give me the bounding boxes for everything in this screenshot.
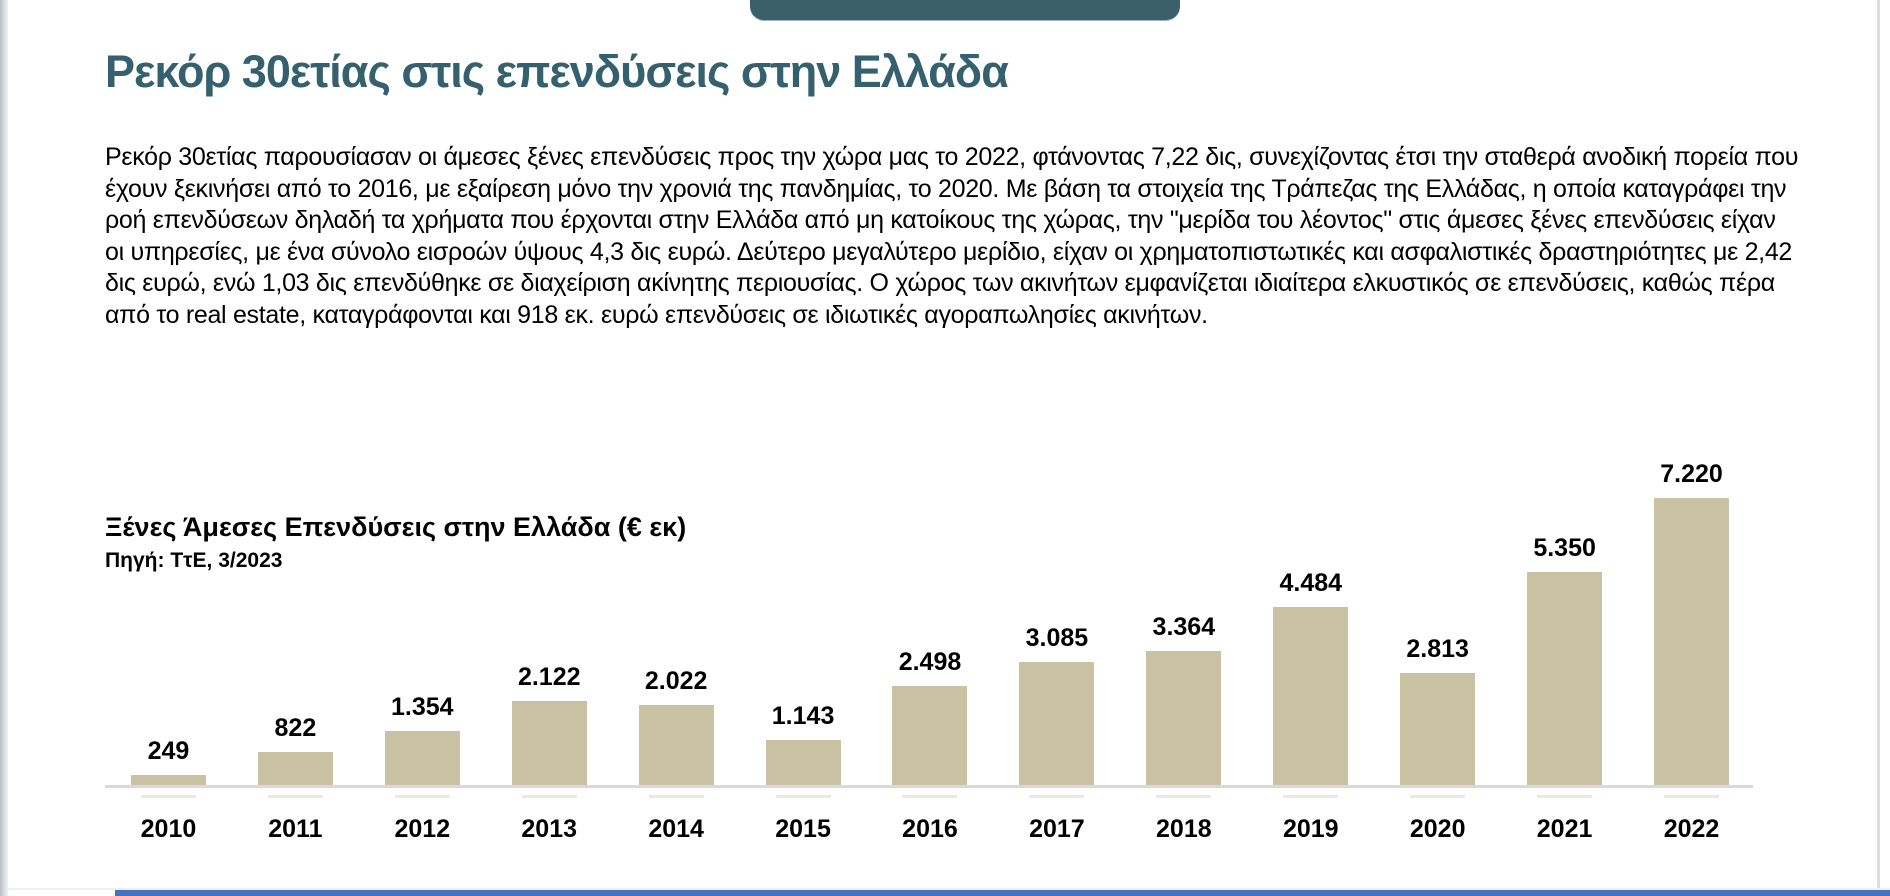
bar-value-label: 2.498	[898, 648, 962, 676]
axis-tick	[1410, 795, 1466, 798]
page-title: Ρεκόρ 30ετίας στις επενδύσεις στην Ελλάδ…	[105, 46, 1009, 97]
bar-value-label: 3.364	[1152, 613, 1216, 641]
bar-value-label: 2.022	[644, 667, 708, 695]
year-label: 2019	[1282, 815, 1339, 843]
year-column-2016: 2016	[867, 788, 994, 844]
chart-source-label: Πηγή: ΤτΕ, 3/2023	[105, 549, 283, 572]
x-axis-line	[105, 785, 1753, 788]
bar-2016	[892, 686, 968, 785]
year-column-2019: 2019	[1247, 788, 1374, 844]
year-label: 2020	[1409, 815, 1466, 843]
year-column-2012: 2012	[359, 788, 486, 844]
article-paragraph: Ρεκόρ 30ετίας παρουσίασαν οι άμεσες ξένε…	[105, 143, 1799, 329]
bar-value-label: 4.484	[1279, 569, 1343, 597]
bar-column-2013: 2.122	[486, 663, 613, 785]
axis-tick	[394, 795, 450, 798]
bar-2018	[1146, 651, 1222, 785]
year-label: 2012	[394, 815, 451, 843]
year-column-2010: 2010	[105, 788, 232, 844]
bar-column-2014: 2.022	[613, 667, 740, 785]
axis-tick	[902, 795, 958, 798]
year-label: 2010	[140, 815, 197, 843]
year-label: 2013	[521, 815, 578, 843]
bar-2017	[1019, 662, 1095, 785]
bar-column-2019: 4.484	[1247, 569, 1374, 785]
year-column-2020: 2020	[1374, 788, 1501, 844]
axis-tick	[267, 795, 323, 798]
bar-column-2018: 3.364	[1120, 613, 1247, 785]
bar-value-label: 1.143	[771, 702, 835, 730]
bottom-accent-bar	[115, 890, 1890, 896]
bar-column-2021: 5.350	[1501, 534, 1628, 785]
axis-tick	[140, 795, 196, 798]
bar-2022	[1654, 498, 1730, 785]
year-column-2015: 2015	[740, 788, 867, 844]
bar-value-label: 3.085	[1025, 624, 1089, 652]
bar-column-2022: 7.220	[1628, 460, 1755, 785]
bar-2012	[384, 731, 460, 785]
bar-2013	[511, 701, 587, 785]
bar-value-label: 2.122	[517, 663, 581, 691]
bar-column-2011: 822	[232, 714, 359, 785]
year-label: 2015	[775, 815, 831, 843]
bar-column-2020: 2.813	[1374, 635, 1501, 785]
bar-column-2016: 2.498	[867, 648, 994, 785]
year-column-2021: 2021	[1501, 788, 1628, 844]
axis-tick	[1537, 795, 1593, 798]
axis-tick	[1029, 795, 1085, 798]
page-right-edge	[1877, 0, 1880, 896]
bar-value-label: 822	[274, 714, 317, 742]
bar-2020	[1400, 673, 1476, 785]
chart-title: Ξένες Άμεσες Επενδύσεις στην Ελλάδα (€ ε…	[105, 512, 687, 542]
year-label: 2021	[1536, 815, 1593, 843]
axis-tick	[521, 795, 577, 798]
bar-value-label: 5.350	[1533, 534, 1596, 562]
year-label: 2017	[1029, 815, 1085, 843]
bar-2021	[1527, 572, 1603, 785]
page-left-edge	[0, 0, 8, 896]
year-column-2013: 2013	[486, 788, 613, 844]
bar-value-label: 249	[147, 737, 190, 765]
bar-value-label: 1.354	[391, 693, 454, 721]
bar-2015	[765, 740, 841, 785]
year-label: 2011	[268, 815, 323, 843]
bar-2014	[638, 705, 714, 785]
year-column-2018: 2018	[1120, 788, 1247, 844]
bar-2010	[130, 775, 206, 785]
year-label: 2022	[1663, 815, 1720, 843]
year-column-2017: 2017	[993, 788, 1120, 844]
page-bottom-edge	[8, 888, 1890, 890]
bar-value-label: 2.813	[1406, 635, 1469, 663]
year-column-2011: 2011	[232, 788, 359, 844]
bar-column-2010: 249	[105, 737, 232, 785]
year-label: 2018	[1156, 815, 1212, 843]
axis-tick	[1664, 795, 1720, 798]
bar-column-2012: 1.354	[359, 693, 486, 785]
bar-column-2015: 1.143	[740, 702, 867, 785]
year-label: 2014	[648, 815, 704, 843]
bar-2019	[1273, 607, 1349, 785]
year-label: 2016	[902, 815, 958, 843]
bar-column-2017: 3.085	[993, 624, 1120, 785]
axis-tick	[1283, 795, 1339, 798]
axis-tick	[648, 795, 704, 798]
bar-value-label: 7.220	[1660, 460, 1723, 488]
year-column-2014: 2014	[613, 788, 740, 844]
axis-tick	[1156, 795, 1212, 798]
x-axis-labels: 2010 2011 2012 2013 2014 2015 2016 2017 2018 2019…	[105, 788, 1755, 844]
bar-2011	[257, 752, 333, 785]
year-column-2022: 2022	[1628, 788, 1755, 844]
axis-tick	[775, 795, 831, 798]
chart-plot-area: 249 822 1.354 2.122 2.022 1.143 2.498 3.085 3.36…	[105, 438, 1755, 785]
top-accent-tab	[750, 0, 1180, 20]
